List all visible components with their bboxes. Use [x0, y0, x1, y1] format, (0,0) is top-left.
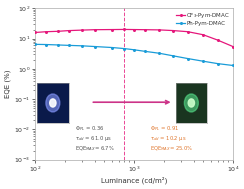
CF$_3$-Pym-DMAC [34, 31, 37, 34]
Ph-Pym-DMAC [158, 52, 161, 54]
Ph-Pym-DMAC [172, 55, 175, 57]
CF$_3$-Pym-DMAC [202, 34, 204, 36]
Y-axis label: EQE (%): EQE (%) [5, 70, 11, 98]
Ph-Pym-DMAC [231, 64, 234, 67]
CF$_3$-Pym-DMAC [93, 29, 96, 31]
Text: Φ$_{PL}$ = 0.91: Φ$_{PL}$ = 0.91 [150, 124, 179, 133]
CF$_3$-Pym-DMAC [67, 29, 70, 32]
Text: EQE$_{MAX}$= 25.0%: EQE$_{MAX}$= 25.0% [150, 144, 193, 153]
Ph-Pym-DMAC [216, 63, 219, 65]
Ph-Pym-DMAC [144, 50, 147, 53]
Text: τ$_{dd}$ = 61.0 μs: τ$_{dd}$ = 61.0 μs [75, 134, 112, 143]
Ph-Pym-DMAC [132, 49, 135, 51]
Ph-Pym-DMAC [34, 43, 37, 46]
Text: Φ$_{PL}$ = 0.36: Φ$_{PL}$ = 0.36 [75, 124, 104, 133]
CF$_3$-Pym-DMAC [111, 28, 113, 31]
Line: Ph-Pym-DMAC: Ph-Pym-DMAC [33, 43, 234, 67]
Text: τ$_{dd}$ = 10.2 μs: τ$_{dd}$ = 10.2 μs [150, 134, 186, 143]
CF$_3$-Pym-DMAC [144, 29, 147, 31]
Line: CF$_3$-Pym-DMAC: CF$_3$-Pym-DMAC [33, 28, 234, 48]
CF$_3$-Pym-DMAC [81, 29, 84, 31]
CF$_3$-Pym-DMAC [158, 29, 161, 31]
Ph-Pym-DMAC [123, 47, 126, 50]
Text: EQE$_{MAX}$= 6.7%: EQE$_{MAX}$= 6.7% [75, 144, 114, 153]
CF$_3$-Pym-DMAC [45, 31, 48, 33]
Ph-Pym-DMAC [93, 45, 96, 48]
CF$_3$-Pym-DMAC [186, 31, 189, 33]
Ph-Pym-DMAC [202, 60, 204, 62]
Ph-Pym-DMAC [111, 46, 113, 49]
Ph-Pym-DMAC [186, 57, 189, 60]
Legend: CF$_3$-Pym-DMAC, Ph-Pym-DMAC: CF$_3$-Pym-DMAC, Ph-Pym-DMAC [175, 10, 231, 27]
CF$_3$-Pym-DMAC [231, 45, 234, 48]
CF$_3$-Pym-DMAC [132, 28, 135, 31]
CF$_3$-Pym-DMAC [216, 39, 219, 41]
Ph-Pym-DMAC [56, 44, 59, 46]
X-axis label: Luminance (cd/m²): Luminance (cd/m²) [101, 177, 167, 184]
Ph-Pym-DMAC [67, 44, 70, 46]
CF$_3$-Pym-DMAC [56, 30, 59, 33]
Ph-Pym-DMAC [81, 45, 84, 47]
CF$_3$-Pym-DMAC [172, 29, 175, 32]
Ph-Pym-DMAC [45, 43, 48, 46]
CF$_3$-Pym-DMAC [123, 28, 126, 31]
